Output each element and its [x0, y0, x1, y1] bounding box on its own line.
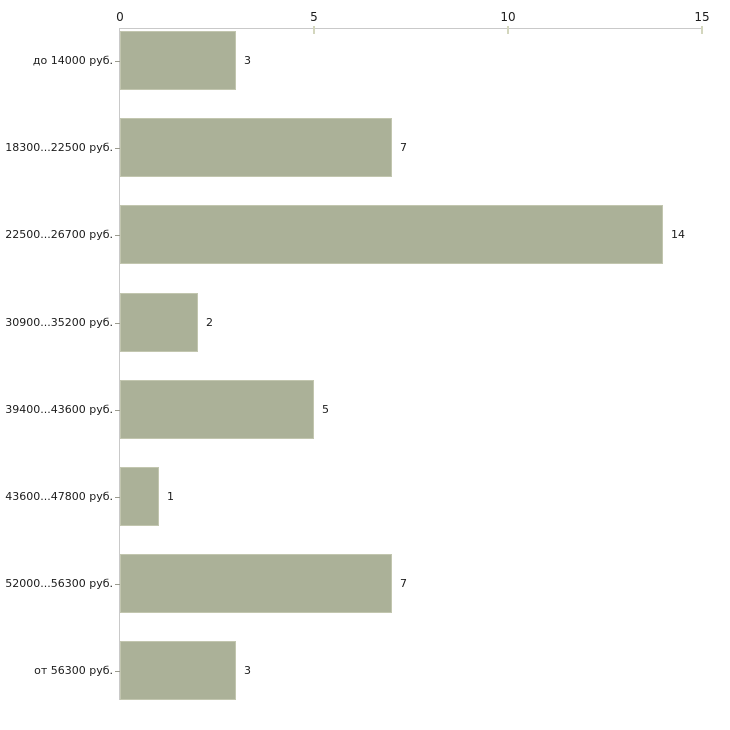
bar: [120, 118, 392, 177]
bar-value-label: 7: [400, 577, 407, 590]
category-tick-mark: [115, 410, 120, 411]
category-label: 52000...56300 руб.: [5, 577, 113, 590]
bar-value-label: 3: [244, 54, 251, 67]
category-tick-mark: [115, 148, 120, 149]
category-tick-mark: [115, 235, 120, 236]
x-axis-tick-mark: [507, 26, 509, 34]
category-label: до 14000 руб.: [32, 54, 113, 67]
bar: [120, 293, 198, 352]
bar: [120, 641, 236, 700]
category-tick-mark: [115, 323, 120, 324]
bar-value-label: 1: [167, 490, 174, 503]
bar: [120, 554, 392, 613]
bar-value-label: 5: [322, 403, 329, 416]
bar-value-label: 14: [671, 228, 685, 241]
x-axis-line: [120, 28, 702, 29]
x-axis-tick-label: 5: [310, 10, 318, 24]
category-tick-mark: [115, 584, 120, 585]
category-label: от 56300 руб.: [34, 664, 113, 677]
bar: [120, 31, 236, 90]
bar: [120, 380, 314, 439]
category-label: 30900...35200 руб.: [5, 316, 113, 329]
category-tick-mark: [115, 61, 120, 62]
x-axis-tick-mark: [701, 26, 703, 34]
x-axis-tick-label: 10: [500, 10, 516, 24]
category-tick-mark: [115, 497, 120, 498]
bar: [120, 205, 663, 264]
bar-value-label: 2: [206, 316, 213, 329]
bar-value-label: 3: [244, 664, 251, 677]
x-axis-tick-label: 15: [694, 10, 710, 24]
y-axis-line: [119, 28, 120, 700]
category-label: 43600...47800 руб.: [5, 490, 113, 503]
bar: [120, 467, 159, 526]
category-label: 22500...26700 руб.: [5, 228, 113, 241]
category-tick-mark: [115, 671, 120, 672]
x-axis-tick-label: 0: [116, 10, 124, 24]
bar-value-label: 7: [400, 141, 407, 154]
category-label: 18300...22500 руб.: [5, 141, 113, 154]
x-axis-tick-mark: [313, 26, 315, 34]
category-label: 39400...43600 руб.: [5, 403, 113, 416]
